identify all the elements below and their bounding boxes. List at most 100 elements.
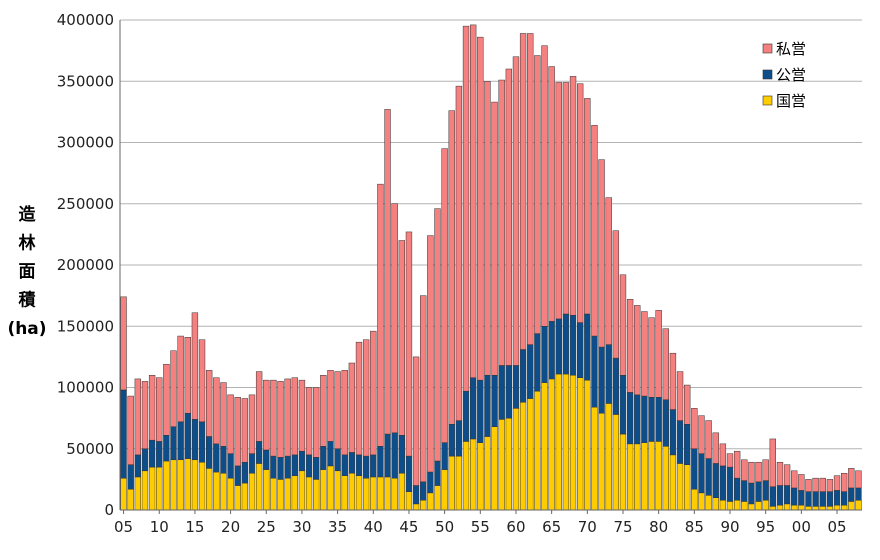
bar-segment-0 — [134, 476, 142, 511]
bar-segment-1 — [491, 375, 498, 427]
bar-segment-2 — [755, 461, 762, 483]
x-tick-label: 70 — [578, 518, 597, 536]
bar-segment-2 — [562, 82, 570, 315]
x-tick-label: 40 — [364, 518, 383, 536]
bar-segment-1 — [327, 441, 334, 467]
bar-segment-1 — [348, 452, 356, 474]
bar-segment-0 — [769, 506, 776, 511]
x-tick-label: 50 — [435, 518, 454, 536]
bar-segment-2 — [255, 371, 263, 442]
bar-segment-1 — [341, 454, 348, 476]
bar-segment-0 — [641, 442, 648, 511]
bar-segment-1 — [405, 455, 413, 492]
bar-segment-1 — [577, 322, 584, 378]
bar-segment-1 — [762, 480, 769, 501]
bar-segment-1 — [198, 421, 206, 463]
bar-segment-0 — [491, 426, 498, 511]
bar-segment-2 — [434, 208, 441, 462]
bar-segment-0 — [348, 473, 356, 511]
bar-segment-1 — [255, 441, 263, 464]
bar-segment-2 — [441, 148, 448, 443]
y-tick-label: 150000 — [57, 317, 114, 335]
bar-segment-2 — [712, 432, 719, 464]
bar-segment-2 — [519, 33, 527, 350]
bar-segment-1 — [462, 390, 470, 442]
y-tick-label: 250000 — [57, 195, 114, 213]
bar-segment-0 — [334, 470, 341, 511]
bar-segment-1 — [420, 481, 427, 501]
bar-segment-2 — [134, 378, 142, 456]
x-tick-label: 20 — [221, 518, 240, 536]
bar-segment-2 — [263, 379, 270, 451]
bar-segment-2 — [163, 363, 170, 436]
bar-segment-1 — [805, 491, 812, 507]
bar-segment-2 — [362, 339, 370, 457]
bar-segment-1 — [227, 453, 234, 479]
x-tick-label: 55 — [471, 518, 490, 536]
bar-segment-1 — [748, 482, 755, 505]
bar-segment-1 — [298, 450, 306, 472]
bar-segment-0 — [277, 479, 284, 511]
bar-segment-2 — [555, 82, 562, 320]
bar-segment-0 — [791, 504, 798, 511]
bar-segment-1 — [733, 477, 741, 501]
bar-segment-2 — [248, 394, 256, 454]
bar-segment-2 — [448, 110, 455, 425]
bar-segment-0 — [448, 455, 455, 511]
bar-segment-1 — [541, 326, 548, 383]
bar-segment-1 — [448, 424, 455, 457]
bar-segment-1 — [605, 344, 612, 404]
bar-segment-0 — [619, 433, 627, 511]
x-tick-label: 15 — [185, 518, 204, 536]
bar-segment-0 — [826, 506, 834, 511]
bar-segment-1 — [783, 485, 791, 505]
bar-segment-1 — [148, 439, 156, 468]
y-tick-label: 350000 — [57, 72, 114, 90]
bar-segment-0 — [726, 501, 734, 511]
bar-segment-0 — [812, 506, 819, 511]
bar-segment-2 — [477, 36, 484, 381]
x-tick-label: 00 — [792, 518, 811, 536]
bar-segment-2 — [327, 370, 334, 442]
bar-segment-0 — [370, 476, 377, 511]
bar-segment-1 — [441, 442, 448, 470]
bar-segment-0 — [512, 408, 520, 511]
bar-segment-0 — [748, 503, 755, 511]
bar-segment-2 — [348, 362, 356, 453]
bar-segment-0 — [220, 473, 227, 511]
bar-segment-1 — [170, 426, 177, 461]
bar-segment-2 — [748, 461, 755, 484]
bar-segment-2 — [719, 443, 727, 467]
bar-segment-2 — [127, 395, 134, 465]
bar-segment-2 — [527, 33, 534, 345]
bar-segment-1 — [698, 453, 705, 494]
bar-segment-2 — [148, 375, 156, 441]
bar-segment-1 — [798, 490, 805, 506]
y-tick-labels: 0 50000 100000 150000 200000 250000 300000 3500… — [57, 11, 114, 519]
bar-segment-1 — [334, 448, 341, 472]
bar-segment-1 — [669, 409, 677, 456]
bar-segment-2 — [412, 356, 420, 486]
bar-segment-0 — [519, 401, 527, 511]
bar-segment-1 — [826, 491, 834, 507]
bar-segment-0 — [377, 476, 384, 511]
bar-segment-0 — [291, 475, 298, 511]
bar-segment-1 — [848, 487, 855, 502]
bar-segment-0 — [662, 446, 669, 511]
bar-segment-1 — [362, 455, 370, 479]
bar-segment-1 — [277, 457, 284, 480]
bar-segment-2 — [498, 79, 505, 366]
bar-segment-0 — [626, 443, 634, 511]
bar-segment-1 — [634, 394, 641, 445]
bar-segment-0 — [755, 501, 762, 511]
bar-segment-1 — [626, 392, 634, 445]
bar-segment-0 — [455, 455, 463, 511]
bar-segment-1 — [741, 480, 748, 502]
y-tick-label: 400000 — [57, 11, 114, 29]
bar-segment-2 — [462, 25, 470, 392]
bar-segment-1 — [284, 455, 291, 479]
bar-segment-2 — [320, 375, 327, 447]
bar-segment-2 — [684, 384, 691, 425]
